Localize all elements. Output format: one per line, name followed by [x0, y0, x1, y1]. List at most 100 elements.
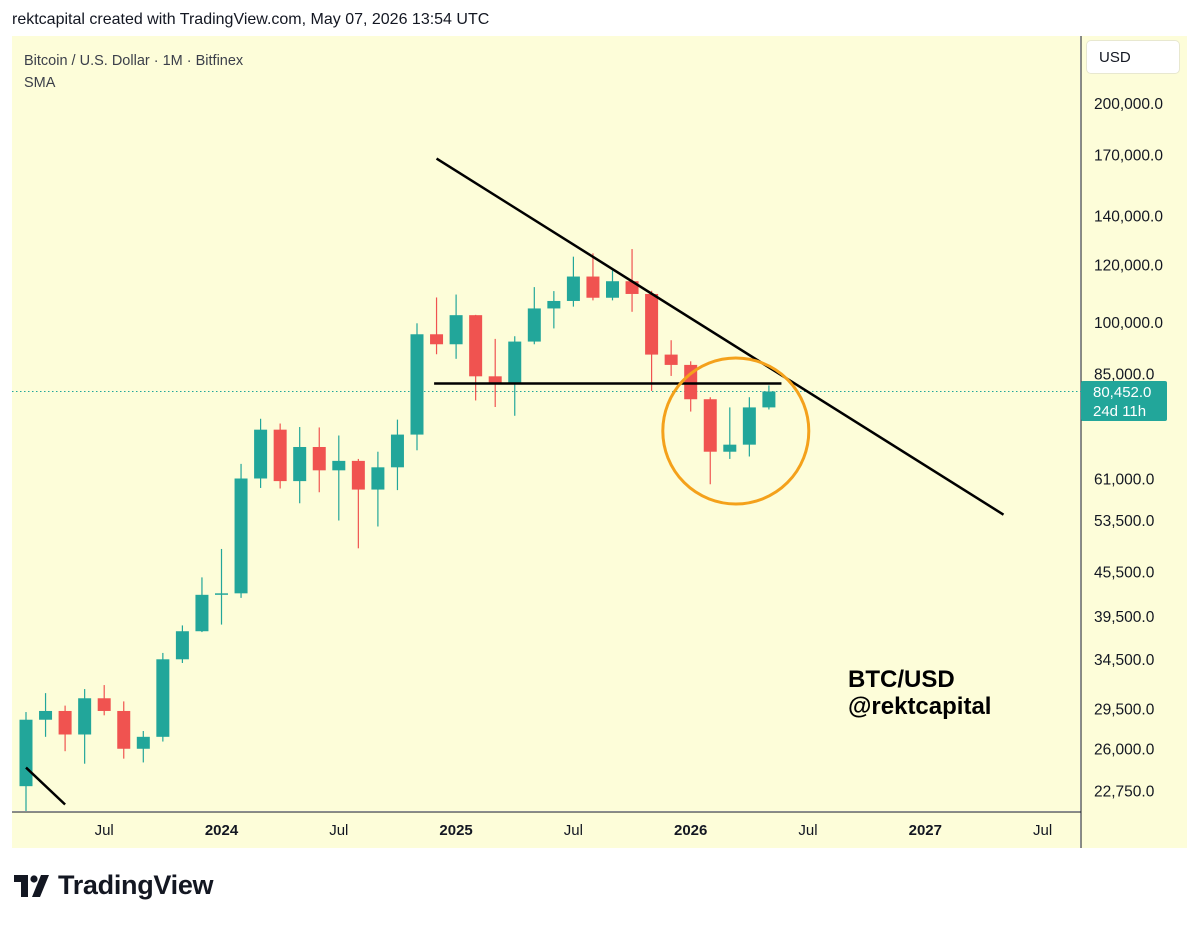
candle-body: [273, 429, 287, 482]
candle[interactable]: [469, 314, 483, 401]
candle-body: [703, 399, 717, 452]
candle-body: [215, 593, 228, 595]
symbol-description[interactable]: Bitcoin / U.S. Dollar · 1M · Bitfinex: [24, 53, 244, 69]
time-tick-label: Jul: [329, 822, 348, 839]
price-tick-label: 100,000.0: [1094, 315, 1163, 332]
candle[interactable]: [566, 256, 580, 307]
candle[interactable]: [488, 338, 502, 407]
candle[interactable]: [39, 693, 53, 737]
candle-body: [586, 276, 600, 298]
candle[interactable]: [97, 685, 111, 716]
time-tick-label: Jul: [798, 822, 817, 839]
candle-body: [410, 334, 424, 435]
price-axis[interactable]: [1081, 36, 1187, 848]
price-tick-label: 61,000.0: [1094, 472, 1155, 489]
candle[interactable]: [293, 427, 307, 504]
candle[interactable]: [762, 385, 776, 410]
price-tick-label: 26,000.0: [1094, 741, 1155, 758]
candle[interactable]: [723, 407, 737, 459]
current-price-value: 80,452.0: [1093, 384, 1152, 401]
candle[interactable]: [527, 287, 541, 345]
candle-body: [645, 293, 659, 355]
candle[interactable]: [254, 418, 268, 488]
candle-body: [390, 434, 404, 468]
candle[interactable]: [195, 577, 209, 633]
chart-header: rektcapital created with TradingView.com…: [12, 11, 490, 28]
candle-body: [723, 444, 737, 452]
candle[interactable]: [645, 290, 659, 391]
candle-body: [508, 341, 522, 384]
tradingview-logo[interactable]: TradingView: [14, 870, 214, 901]
candle[interactable]: [430, 297, 444, 355]
candle[interactable]: [273, 423, 287, 489]
price-tick-label: 120,000.0: [1094, 258, 1163, 275]
candle-body: [527, 308, 541, 342]
tradingview-logo-icon: [14, 874, 49, 897]
price-tick-label: 22,750.0: [1094, 784, 1155, 801]
candle[interactable]: [234, 463, 248, 598]
price-tick-label: 34,500.0: [1094, 652, 1155, 669]
candle-body: [78, 698, 92, 735]
tradingview-logo-text: TradingView: [58, 870, 214, 900]
candle-body: [254, 429, 268, 479]
candle[interactable]: [371, 451, 385, 527]
candle[interactable]: [312, 427, 326, 493]
candle[interactable]: [547, 291, 561, 329]
candle[interactable]: [351, 458, 365, 549]
candle-body: [742, 407, 756, 445]
candle[interactable]: [156, 652, 170, 742]
chart-legend: Bitcoin / U.S. Dollar · 1M · Bitfinex SM…: [24, 50, 243, 94]
price-tick-label: 170,000.0: [1094, 147, 1163, 164]
bar-countdown: 24d 11h: [1093, 403, 1147, 420]
candle-body: [19, 719, 33, 787]
time-tick-label: 2024: [205, 822, 239, 839]
time-tick-label: Jul: [95, 822, 114, 839]
candle-body: [175, 631, 189, 660]
time-tick-label: 2025: [439, 822, 472, 839]
watermark-author: @rektcapital: [848, 693, 992, 720]
candle[interactable]: [684, 361, 698, 412]
candle[interactable]: [78, 689, 92, 764]
candle-body: [488, 376, 502, 384]
watermark-symbol: BTC/USD: [848, 666, 955, 693]
indicator-label[interactable]: SMA: [24, 75, 56, 91]
candle[interactable]: [508, 336, 522, 416]
candle[interactable]: [606, 270, 619, 301]
candle-body: [332, 460, 346, 471]
candle[interactable]: [586, 253, 600, 301]
plot-area[interactable]: [12, 36, 1080, 811]
candle-body: [449, 315, 463, 345]
candle[interactable]: [19, 712, 33, 811]
currency-button[interactable]: USD: [1087, 41, 1179, 73]
candle-body: [351, 460, 365, 490]
candle-body: [664, 354, 678, 365]
candle[interactable]: [58, 705, 72, 752]
candle[interactable]: [175, 625, 189, 663]
price-tick-label: 200,000.0: [1094, 96, 1163, 113]
time-tick-label: 2026: [674, 822, 707, 839]
candle[interactable]: [742, 397, 756, 457]
candle-body: [547, 300, 561, 309]
candle[interactable]: [664, 340, 678, 376]
trendline[interactable]: [435, 157, 1005, 516]
candle-body: [606, 281, 619, 298]
candle[interactable]: [117, 701, 131, 759]
candle[interactable]: [136, 731, 150, 763]
candle-body: [136, 736, 150, 749]
time-tick-label: 2027: [909, 822, 942, 839]
candle[interactable]: [332, 435, 346, 521]
candle-body: [97, 698, 111, 711]
candle[interactable]: [703, 397, 717, 485]
price-tick-label: 85,000.0: [1094, 367, 1155, 384]
candle[interactable]: [449, 294, 463, 359]
trendline[interactable]: [25, 766, 66, 806]
candle[interactable]: [410, 323, 424, 451]
price-tick-label: 53,500.0: [1094, 513, 1155, 530]
highlight-circle[interactable]: [661, 356, 811, 506]
candle-body: [312, 446, 326, 471]
time-axis[interactable]: [12, 812, 1080, 848]
candle[interactable]: [390, 419, 404, 491]
price-tick-label: 29,500.0: [1094, 701, 1155, 718]
candle[interactable]: [215, 548, 228, 625]
